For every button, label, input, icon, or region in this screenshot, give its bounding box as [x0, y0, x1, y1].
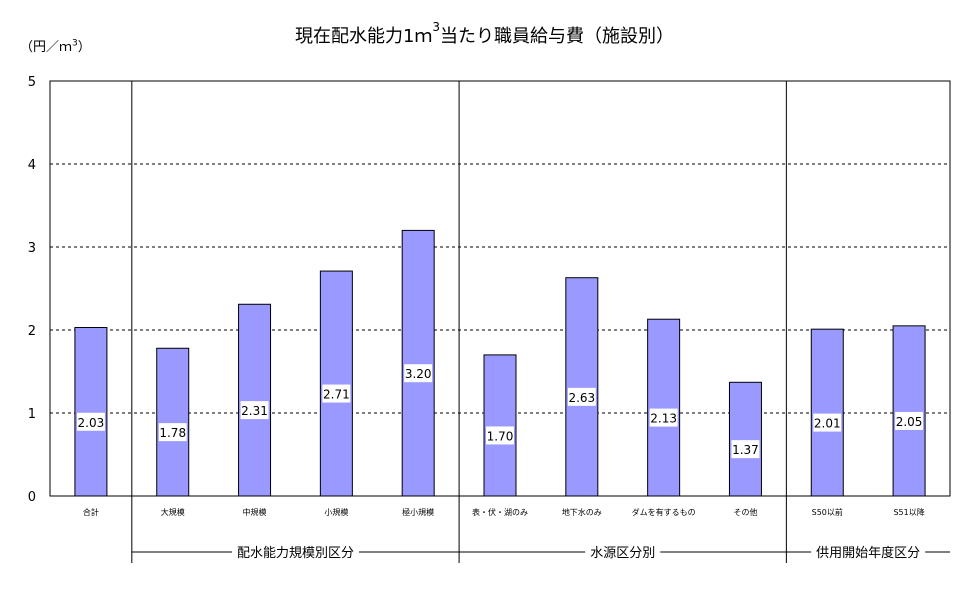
bar — [728, 381, 762, 497]
bar — [565, 277, 599, 497]
data-label: 3.20 — [405, 367, 432, 381]
data-label: 2.01 — [814, 417, 841, 431]
x-tick-label: S50以前 — [812, 507, 843, 517]
y-tick-label: 3 — [28, 241, 36, 256]
y-axis-unit-label: （円／ｍ3） — [20, 38, 91, 55]
bar — [74, 327, 108, 497]
data-label-box — [240, 401, 269, 420]
data-label: 2.13 — [650, 412, 677, 426]
x-tick-label: 地下水のみ — [562, 507, 602, 517]
x-tick-label: 極小規模 — [402, 507, 434, 517]
group-label: 配水能力規模別区分 — [237, 546, 354, 561]
data-label-box — [567, 387, 596, 406]
y-tick-label: 2 — [28, 324, 36, 339]
data-label-box — [895, 411, 924, 430]
data-label: 1.70 — [487, 429, 514, 443]
x-tick-label: 表・伏・湖のみ — [472, 507, 528, 517]
data-label: 2.03 — [78, 416, 105, 430]
x-tick-label: S51以降 — [893, 507, 924, 517]
y-tick-label: 4 — [28, 158, 36, 173]
bar — [892, 325, 926, 497]
x-tick-label: 大規模 — [161, 507, 185, 517]
y-tick-label: 5 — [28, 75, 36, 90]
data-label: 2.71 — [323, 388, 350, 402]
data-label: 1.37 — [732, 443, 759, 457]
data-label-box — [158, 423, 187, 442]
y-tick-label: 0 — [28, 490, 36, 505]
data-label: 1.78 — [159, 426, 186, 440]
x-tick-label: 中規模 — [243, 507, 267, 517]
data-label-box — [649, 408, 678, 427]
data-label: 2.31 — [241, 404, 268, 418]
data-label-box — [486, 426, 514, 445]
data-label-box — [813, 413, 842, 432]
data-label-box — [322, 384, 351, 403]
bar — [156, 347, 190, 497]
group-label: 水源区分別 — [590, 546, 655, 561]
bar — [647, 318, 681, 497]
data-label-box — [76, 412, 105, 431]
x-tick-label: 小規模 — [324, 507, 348, 517]
bar — [483, 354, 517, 497]
bar — [810, 328, 844, 497]
data-label-box — [404, 364, 433, 383]
x-tick-label: ダムを有するもの — [632, 507, 696, 517]
bar — [401, 229, 435, 497]
data-label: 2.63 — [568, 391, 595, 405]
data-label-box — [731, 440, 760, 459]
x-tick-label: 合計 — [83, 507, 99, 517]
y-tick-label: 1 — [28, 407, 36, 422]
chart-title: 現在配水能力1ｍ3当たり職員給与費（施設別） — [294, 20, 675, 47]
group-label: 供用開始年度区分 — [816, 545, 920, 561]
bar — [238, 303, 272, 497]
bar — [319, 270, 353, 497]
x-tick-label: その他 — [733, 507, 757, 517]
data-label: 2.05 — [896, 415, 923, 429]
